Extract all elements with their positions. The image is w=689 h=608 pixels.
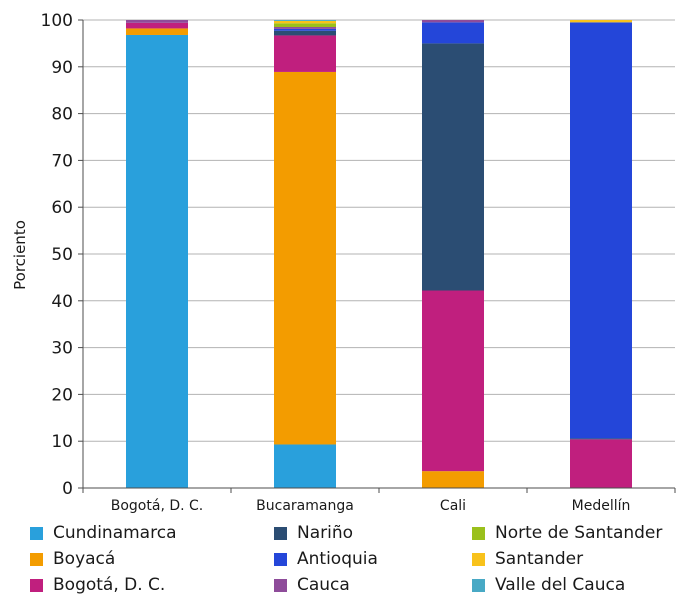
axes (78, 19, 676, 493)
legend-label: Cauca (297, 575, 350, 595)
bar-segment (274, 20, 336, 24)
y-tick-label: 20 (51, 385, 73, 405)
x-tick-label: Medellín (572, 498, 631, 514)
x-tick-label: Bucaramanga (256, 498, 354, 514)
legend-swatch (472, 526, 485, 540)
legend-label: Santander (495, 549, 584, 569)
legend-item: Nariño (274, 522, 353, 544)
bar-segment (570, 439, 632, 488)
y-tick-label: 90 (51, 58, 73, 78)
legend-item: Boyacá (30, 548, 115, 570)
legend-swatch (30, 526, 43, 540)
legend-label: Nariño (297, 523, 354, 543)
y-tick-label: 30 (51, 339, 73, 359)
legend-label: Valle del Cauca (495, 575, 626, 595)
legend-label: Bogotá, D. C. (53, 575, 166, 595)
y-tick-label: 60 (51, 198, 73, 218)
stacked-bar-chart: 0 10 20 30 40 50 60 70 80 90 100 Bogotá, D. C. Buca… (11, 11, 676, 514)
bar-segment (422, 290, 484, 472)
legend-swatch (472, 578, 485, 592)
legend-swatch (30, 552, 43, 566)
y-tick-label: 80 (51, 105, 73, 125)
bar-segment (274, 444, 336, 488)
bar-stack (570, 20, 632, 488)
legend-label: Boyacá (53, 549, 116, 569)
y-axis-label: Porciento (11, 220, 29, 290)
bar-segment (274, 35, 336, 72)
bar-segment (126, 20, 188, 23)
y-tick-label: 0 (62, 479, 73, 499)
bar-segment (570, 22, 632, 439)
y-tick-label: 50 (51, 245, 73, 265)
bar-segment (570, 438, 632, 440)
legend-item: Bogotá, D. C. (30, 574, 165, 596)
y-tick-label: 10 (51, 432, 73, 452)
bar-stack (274, 20, 336, 488)
bar-segment (570, 20, 632, 23)
bar-segment (126, 34, 188, 488)
bar-segment (274, 30, 336, 36)
bar-segment (422, 20, 484, 23)
legend-label: Antioquia (297, 549, 378, 569)
x-tick-label: Cali (440, 498, 466, 514)
bar-segment (126, 28, 188, 35)
y-tick-labels: 0 10 20 30 40 50 60 70 80 90 100 (41, 11, 73, 499)
bar-segment (422, 43, 484, 291)
bar-segment (274, 27, 336, 29)
legend-item: Valle del Cauca (472, 574, 625, 596)
legend-item: Cauca (274, 574, 350, 596)
legend-label: Norte de Santander (495, 523, 663, 543)
bar-segment (274, 23, 336, 28)
bar-segment (422, 471, 484, 488)
legend: Cundinamarca Nariño Norte de Santander Boya… (0, 522, 689, 608)
bar-stacks (126, 20, 632, 488)
legend-label: Cundinamarca (53, 523, 177, 543)
legend-swatch (274, 552, 287, 566)
legend-swatch (30, 578, 43, 592)
x-tick-labels: Bogotá, D. C. Bucaramanga Cali Medellín (111, 498, 631, 514)
y-tick-label: 100 (41, 11, 73, 31)
legend-item: Antioquia (274, 548, 378, 570)
x-tick-label: Bogotá, D. C. (111, 498, 204, 514)
bar-segment (274, 28, 336, 31)
bar-segment (274, 71, 336, 445)
bar-segment (274, 20, 336, 21)
legend-swatch (274, 526, 287, 540)
y-tick-label: 70 (51, 151, 73, 171)
bar-stack (422, 20, 484, 488)
legend-item: Santander (472, 548, 583, 570)
legend-item: Norte de Santander (472, 522, 662, 544)
bar-stack (126, 20, 188, 488)
legend-swatch (472, 552, 485, 566)
legend-item: Cundinamarca (30, 522, 176, 544)
y-tick-label: 40 (51, 292, 73, 312)
legend-swatch (274, 578, 287, 592)
bar-segment (126, 22, 188, 29)
bar-segment (422, 22, 484, 44)
